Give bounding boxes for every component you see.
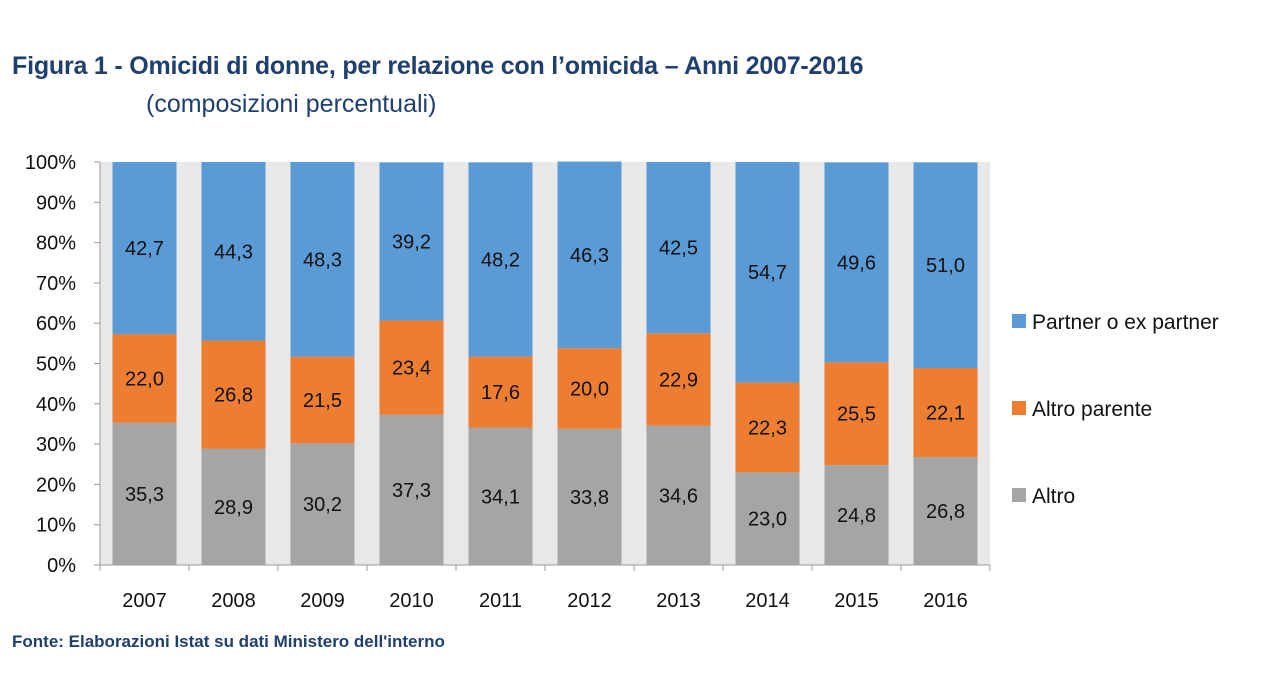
- data-label: 20,0: [570, 378, 609, 400]
- stacked-bar-chart: 0%10%20%30%40%50%60%70%80%90%100% 2007 20…: [25, 152, 1219, 612]
- legend-swatch: [1012, 401, 1026, 415]
- x-tick-label: 2011: [479, 590, 522, 612]
- x-tick-label: 2007: [122, 590, 167, 612]
- y-tick-label: 10%: [36, 515, 76, 537]
- y-tick-label: 0%: [47, 555, 76, 577]
- bar-segment: [379, 162, 444, 321]
- data-label: 23,0: [748, 509, 787, 531]
- x-tick-label: 2009: [300, 590, 345, 612]
- data-label: 22,3: [748, 417, 787, 439]
- data-label: 48,2: [481, 250, 520, 272]
- x-tick-label: 2013: [656, 590, 701, 612]
- y-tick-label: 60%: [36, 313, 76, 335]
- x-tick-label: 2014: [745, 590, 790, 612]
- data-label: 35,3: [125, 484, 164, 506]
- bar-segment: [735, 162, 800, 383]
- y-axis: 0% 10% 20% 30% 40% 50% 60% 70% 80% 90% 100%: [25, 152, 101, 577]
- data-label: 44,3: [214, 241, 253, 263]
- bar-segment: [557, 428, 622, 565]
- bar-segment: [735, 382, 800, 473]
- data-label: 23,4: [392, 358, 431, 380]
- x-tick-label: 2010: [389, 590, 434, 612]
- bar-segment: [290, 162, 355, 357]
- data-label: 30,2: [303, 494, 342, 516]
- data-label: 42,7: [125, 238, 164, 260]
- bar-segment: [201, 340, 266, 449]
- y-tick-label: 40%: [36, 394, 76, 416]
- bar-segment: [646, 162, 711, 334]
- chart-title: Figura 1 - Omicidi di donne, per relazio…: [12, 52, 864, 80]
- data-label: 17,6: [481, 382, 520, 404]
- bar-segment: [112, 162, 177, 335]
- bar-segment: [112, 334, 177, 423]
- bar-segment: [913, 367, 978, 457]
- bar-segment: [646, 333, 711, 426]
- bar-segment: [913, 456, 978, 565]
- bar-segment: [201, 448, 266, 565]
- bar-segment: [290, 443, 355, 565]
- data-label: 24,8: [837, 505, 876, 527]
- bar-segment: [646, 425, 711, 565]
- bar-segment: [201, 162, 266, 341]
- data-label: 22,0: [125, 368, 164, 390]
- source-note: Fonte: Elaborazioni Istat su dati Minist…: [12, 632, 445, 651]
- x-tick-label: 2016: [923, 590, 968, 612]
- y-tick-label: 70%: [36, 273, 76, 295]
- data-label: 22,1: [926, 402, 965, 424]
- legend-swatch: [1012, 488, 1026, 502]
- data-label: 34,1: [481, 486, 520, 508]
- legend-label: Partner o ex partner: [1032, 311, 1219, 334]
- bar-segment: [112, 422, 177, 565]
- bars: 35,3 22,0 42,7 28,9 26,8 44,3 30,2 21,5 48,3 37,3…: [112, 161, 978, 565]
- bar-segment: [468, 427, 533, 565]
- bar-segment: [379, 414, 444, 565]
- data-label: 48,3: [303, 249, 342, 271]
- y-tick-label: 90%: [36, 192, 76, 214]
- bar-segment: [557, 348, 622, 429]
- bar-segment: [379, 320, 444, 415]
- data-label: 25,5: [837, 404, 876, 426]
- data-label: 26,8: [926, 501, 965, 523]
- bar-segment: [824, 162, 889, 363]
- data-label: 37,3: [392, 480, 431, 502]
- data-label: 54,7: [748, 262, 787, 284]
- data-label: 22,9: [659, 369, 698, 391]
- legend-label: Altro: [1032, 485, 1075, 508]
- data-label: 34,6: [659, 485, 698, 507]
- y-tick-label: 50%: [36, 354, 76, 376]
- y-tick-label: 20%: [36, 474, 76, 496]
- bar-segment: [913, 162, 978, 368]
- bar-segment: [824, 465, 889, 565]
- bar-segment: [735, 472, 800, 565]
- legend-label: Altro parente: [1032, 398, 1152, 421]
- y-tick-label: 80%: [36, 233, 76, 255]
- data-label: 33,8: [570, 487, 609, 509]
- data-label: 28,9: [214, 497, 253, 519]
- bar-segment: [468, 356, 533, 428]
- x-tick-label: 2008: [211, 590, 256, 612]
- data-label: 26,8: [214, 385, 253, 407]
- legend: Partner o ex partner Altro parente Altro: [1012, 311, 1219, 508]
- bar-segment: [290, 356, 355, 444]
- data-label: 49,6: [837, 252, 876, 274]
- chart-subtitle: (composizioni percentuali): [146, 90, 437, 118]
- x-tick-label: 2015: [834, 590, 879, 612]
- legend-swatch: [1012, 314, 1026, 328]
- data-label: 42,5: [659, 238, 698, 260]
- data-label: 51,0: [926, 255, 965, 277]
- data-label: 39,2: [392, 231, 431, 253]
- bar-segment: [468, 162, 533, 357]
- x-axis: 2007 2008 2009 2010 2011 2012 2013 2014 2015 2016: [99, 564, 991, 612]
- bar-segment: [824, 362, 889, 466]
- x-tick-label: 2012: [567, 590, 612, 612]
- y-tick-label: 100%: [25, 152, 76, 174]
- data-label: 21,5: [303, 390, 342, 412]
- bar-segment: [557, 161, 622, 349]
- y-tick-label: 30%: [36, 434, 76, 456]
- data-label: 46,3: [570, 245, 609, 267]
